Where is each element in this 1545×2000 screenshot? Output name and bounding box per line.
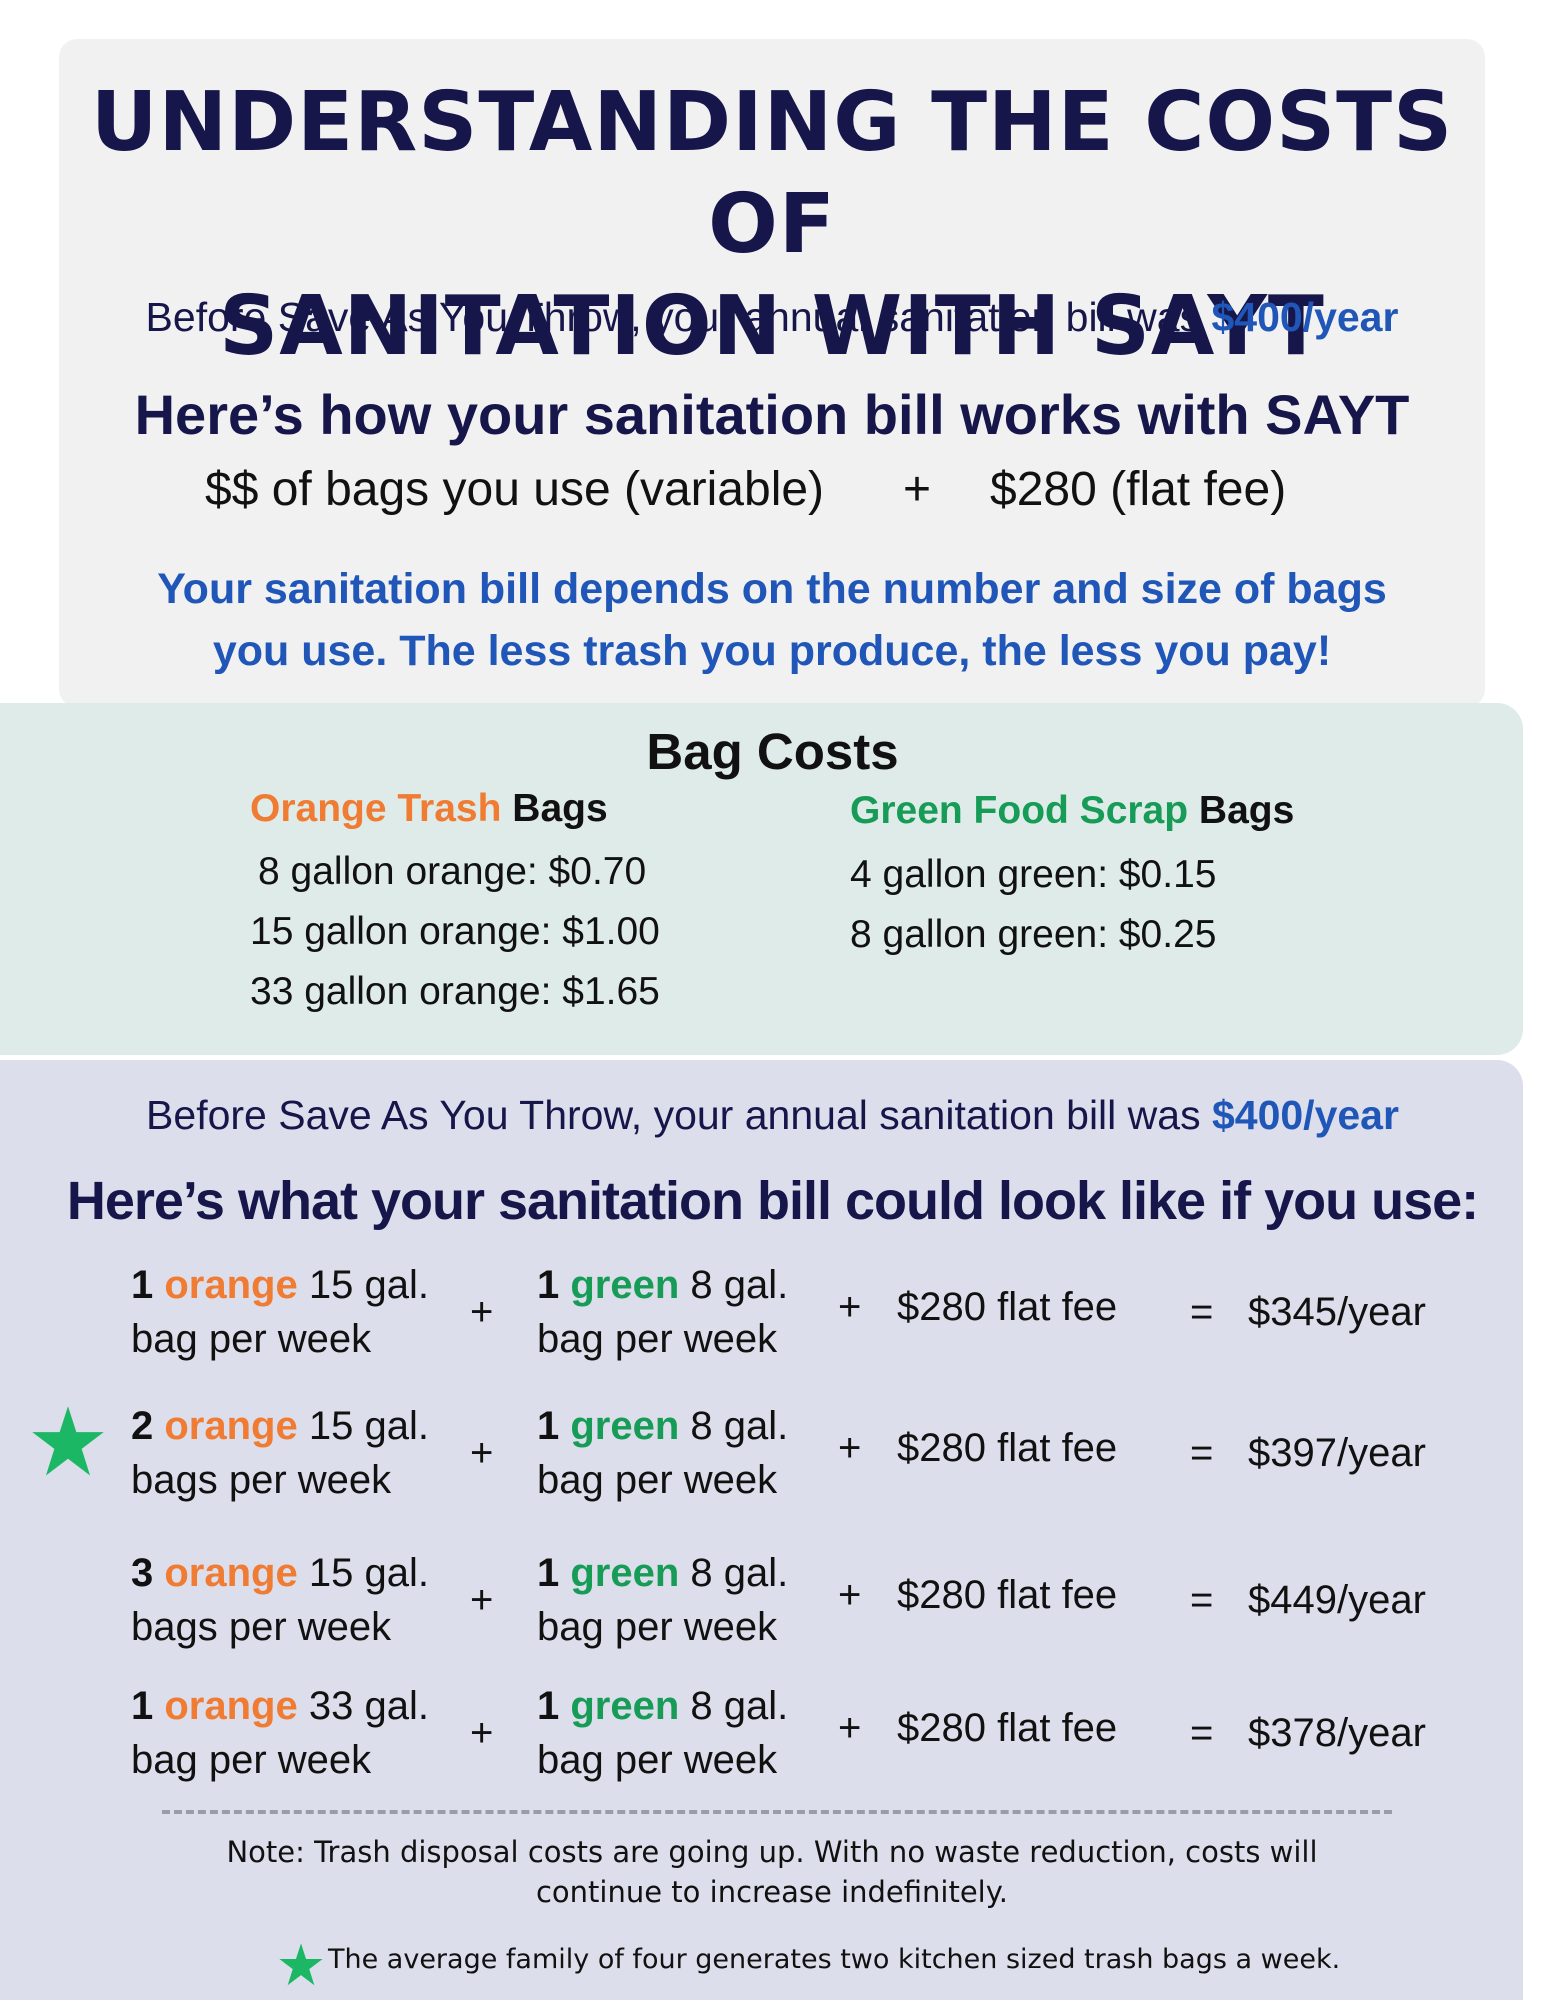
scenarios-heading: Here’s what your sanitation bill could l…: [66, 1171, 1479, 1231]
cost-increase-note: Note: Trash disposal costs are going up.…: [226, 1835, 1318, 1909]
orange-price-15: 15 gallon orange: $1.00: [250, 910, 660, 953]
orange-bags-heading: Orange Trash Bags: [250, 787, 608, 830]
green-price-4: 4 gallon green: $0.15: [850, 853, 1217, 896]
dashed-divider: [162, 1810, 1392, 1814]
scenario-1-plus: +: [470, 1290, 494, 1334]
formula-flat-fee: $280 (flat fee): [990, 463, 1287, 516]
scenario-3-orange: 3 orange 15 gal. bags per week: [131, 1551, 429, 1649]
scenario-3-plus-fee: +: [838, 1573, 862, 1617]
header-panel: [59, 39, 1485, 707]
scenario-1-equals: =: [1190, 1290, 1214, 1334]
scenario-3-total: $449/year: [1248, 1578, 1426, 1622]
star-icon: [278, 1942, 324, 1988]
orange-price-33: 33 gallon orange: $1.65: [250, 970, 660, 1013]
scenarios-panel: [0, 1060, 1523, 2000]
scenario-1-plus-fee: +: [838, 1285, 862, 1329]
scenario-3-equals: =: [1190, 1578, 1214, 1622]
scenario-4-orange: 1 orange 33 gal. bag per week: [131, 1684, 429, 1782]
scenario-1-green: 1 green 8 gal. bag per week: [537, 1263, 789, 1361]
scenario-4-total: $378/year: [1248, 1711, 1426, 1755]
scenario-2-total: $397/year: [1248, 1431, 1426, 1475]
bag-costs-title: Bag Costs: [646, 723, 899, 780]
scenario-3-plus: +: [470, 1578, 494, 1622]
scenario-4-plus: +: [470, 1711, 494, 1755]
orange-price-8: 8 gallon orange: $0.70: [258, 850, 647, 893]
scenario-4-equals: =: [1190, 1711, 1214, 1755]
scenario-1-total: $345/year: [1248, 1290, 1426, 1334]
intro-text: Before Save As You Throw, your annual sa…: [145, 294, 1399, 340]
scenario-2-equals: =: [1190, 1431, 1214, 1475]
green-bags-heading: Green Food Scrap Bags: [850, 789, 1295, 832]
scenario-2-plus-fee: +: [838, 1426, 862, 1470]
scenario-4-fee: $280 flat fee: [897, 1706, 1118, 1750]
scenario-2-orange: 2 orange 15 gal. bags per week: [131, 1404, 429, 1502]
scenario-3-green: 1 green 8 gal. bag per week: [537, 1551, 789, 1649]
how-it-works-heading: Here’s how your sanitation bill works wi…: [134, 383, 1410, 446]
green-price-8: 8 gallon green: $0.25: [850, 913, 1217, 956]
bill-explanation: Your sanitation bill depends on the numb…: [157, 565, 1387, 675]
scenario-2-plus: +: [470, 1431, 494, 1475]
star-icon: [30, 1404, 106, 1480]
scenario-1-orange: 1 orange 15 gal. bag per week: [131, 1263, 429, 1361]
scenario-2-fee: $280 flat fee: [897, 1426, 1118, 1470]
scenarios-intro: Before Save As You Throw, your annual sa…: [146, 1092, 1399, 1138]
scenario-1-fee: $280 flat fee: [897, 1285, 1118, 1329]
formula-variable: $$ of bags you use (variable): [205, 463, 825, 516]
scenario-2-green: 1 green 8 gal. bag per week: [537, 1404, 789, 1502]
page-title: UNDERSTANDING THE COSTS OF SANITATION WI…: [90, 75, 1454, 374]
scenario-4-plus-fee: +: [838, 1706, 862, 1750]
average-family-note: The average family of four generates two…: [328, 1944, 1341, 1975]
bag-costs-panel: [0, 703, 1523, 1055]
scenario-4-green: 1 green 8 gal. bag per week: [537, 1684, 789, 1782]
formula-plus: +: [903, 463, 932, 516]
scenario-3-fee: $280 flat fee: [897, 1573, 1118, 1617]
